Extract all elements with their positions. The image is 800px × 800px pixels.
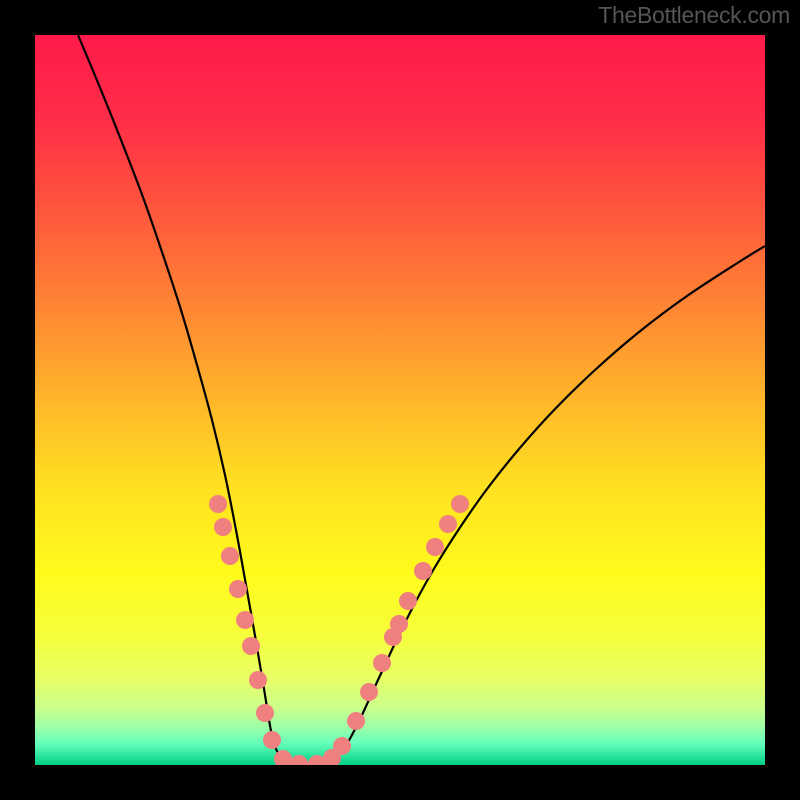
curves-layer: [35, 35, 765, 765]
left-bottleneck-curve: [78, 35, 306, 765]
data-point-marker: [399, 592, 417, 610]
data-point-marker: [229, 580, 247, 598]
data-point-marker: [360, 683, 378, 701]
chart-outer-frame: TheBottleneck.com: [0, 0, 800, 800]
data-point-marker: [236, 611, 254, 629]
data-point-marker: [390, 615, 408, 633]
data-point-marker: [373, 654, 391, 672]
plot-area: [35, 35, 765, 765]
watermark-text: TheBottleneck.com: [598, 2, 790, 29]
data-point-marker: [451, 495, 469, 513]
data-point-marker: [263, 731, 281, 749]
data-point-marker: [333, 737, 351, 755]
data-point-marker: [426, 538, 444, 556]
data-point-marker: [439, 515, 457, 533]
data-point-marker: [249, 671, 267, 689]
data-point-marker: [214, 518, 232, 536]
data-point-marker: [242, 637, 260, 655]
right-bottleneck-curve: [318, 246, 765, 765]
data-point-marker: [209, 495, 227, 513]
data-point-marker: [256, 704, 274, 722]
data-point-marker: [347, 712, 365, 730]
data-point-marker: [221, 547, 239, 565]
data-point-marker: [414, 562, 432, 580]
